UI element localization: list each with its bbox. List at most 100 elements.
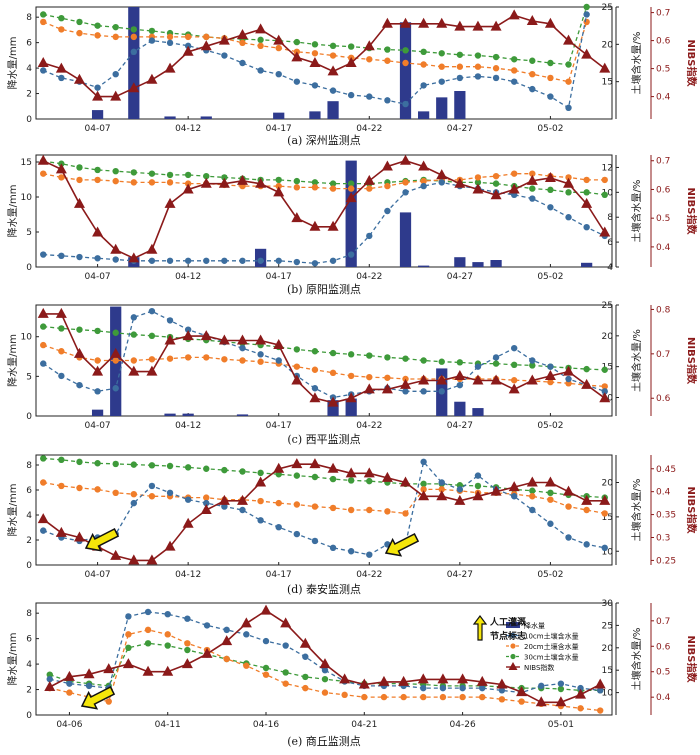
soil-tick-label: 15: [602, 666, 613, 676]
nibs-point: [436, 17, 448, 28]
soil20-point: [601, 510, 608, 517]
soil10-point: [46, 675, 53, 683]
soil30-point: [184, 464, 192, 471]
precip-tick-label: 2: [26, 90, 32, 100]
nibs-point: [345, 57, 357, 67]
soil20-point: [366, 185, 373, 192]
soil10-line: [49, 611, 601, 694]
nibs-tick-label: 0.7: [656, 617, 670, 627]
soil10-point: [125, 613, 132, 620]
soil20-point: [583, 506, 590, 514]
soil30-point: [547, 59, 554, 67]
soil30-point: [329, 42, 337, 50]
soil10-point: [311, 537, 319, 545]
soil10-point: [130, 499, 138, 507]
soil20-point: [94, 357, 101, 364]
soil20-point: [518, 698, 525, 705]
nibs-axis-label: NIBS指数: [685, 188, 698, 236]
soil10-point: [257, 351, 264, 358]
x-tick-label: 04-07: [85, 272, 111, 282]
soil30-point: [40, 323, 47, 330]
soil-tick-label: 10: [602, 547, 614, 557]
nibs-point: [418, 490, 430, 501]
soil30-point: [112, 167, 119, 175]
soil10-point: [456, 381, 464, 389]
soil20-point: [565, 78, 572, 85]
soil20-point: [148, 493, 156, 500]
legend-label-nibs: NIBS指数: [524, 663, 554, 672]
annotation-line2: 节点标志: [490, 630, 526, 642]
soil30-point: [438, 50, 445, 57]
arrow-shape: [84, 527, 120, 552]
soil10-point: [166, 257, 174, 264]
soil30-point: [239, 468, 246, 475]
irrigation-arrow-e: [80, 685, 116, 710]
nibs-axis-label: NIBS指数: [685, 40, 698, 88]
soil10-point: [148, 37, 156, 44]
soil10-point: [402, 388, 409, 395]
soil10-point: [547, 363, 554, 370]
soil20-point: [130, 490, 138, 498]
soil-tick-label: 10: [602, 689, 614, 699]
nibs-point: [418, 374, 430, 385]
nibs-tick-label: 0.5: [656, 668, 670, 678]
nibs-point: [496, 678, 508, 689]
legend-label-precip: 降水量: [524, 621, 545, 630]
soil20-point: [112, 489, 119, 497]
nibs-point: [221, 635, 233, 646]
soil20-line: [43, 481, 605, 515]
x-tick-label: 04-21: [351, 720, 377, 730]
x-tick-label: 04-12: [175, 421, 201, 431]
precip-bar: [454, 257, 466, 267]
soil10-point: [321, 667, 329, 674]
nibs-point: [255, 177, 267, 188]
nibs-point: [236, 334, 248, 345]
precip-tick-label: 8: [26, 13, 32, 23]
nibs-point: [73, 73, 85, 84]
soil20-point: [329, 504, 337, 512]
soil20-point: [293, 184, 301, 191]
soil10-point: [479, 684, 486, 692]
soil30-point: [329, 475, 337, 483]
soil20-point: [601, 176, 608, 184]
nibs-point: [319, 658, 331, 669]
soil10-point: [239, 59, 246, 67]
nibs-point: [110, 90, 122, 101]
soil10-point: [166, 39, 174, 47]
legend-label-soil30: 30cm土壤含水量: [524, 653, 579, 662]
soil10-point: [492, 354, 500, 361]
soil30-point: [76, 164, 83, 171]
irrigation-arrow-d1: [84, 527, 120, 552]
soil20-point: [366, 373, 373, 381]
soil10-point: [144, 608, 152, 616]
soil10-point: [329, 544, 337, 552]
precip-tick-label: 5: [26, 228, 32, 238]
x-tick-label: 05-01: [548, 720, 574, 730]
soil20-point: [474, 174, 482, 181]
soil30-point: [148, 170, 156, 177]
soil10-point: [166, 317, 174, 324]
soil20-point: [384, 508, 391, 515]
soil30-point: [130, 461, 138, 468]
soil-tick-label: 15: [602, 78, 613, 88]
x-tick-label: 04-16: [253, 720, 279, 730]
soil20-point: [311, 50, 319, 57]
nibs-point: [398, 675, 410, 686]
soil30-point: [510, 361, 518, 369]
soil20-point: [58, 174, 65, 181]
nibs-point: [599, 226, 611, 237]
soil-tick-label: 25: [602, 3, 613, 13]
soil20-point: [112, 177, 119, 185]
nibs-point: [236, 174, 248, 185]
soil20-point: [262, 671, 270, 678]
nibs-point: [146, 554, 158, 565]
nibs-tick-label: 0.7: [656, 157, 670, 167]
precip-bar: [418, 265, 430, 267]
soil10-point: [275, 71, 282, 78]
nibs-point: [240, 617, 252, 628]
soil20-point: [130, 33, 138, 41]
soil20-point: [40, 479, 47, 486]
nibs-point: [400, 476, 412, 487]
soil20-point: [420, 61, 427, 68]
nibs-point: [563, 485, 575, 496]
